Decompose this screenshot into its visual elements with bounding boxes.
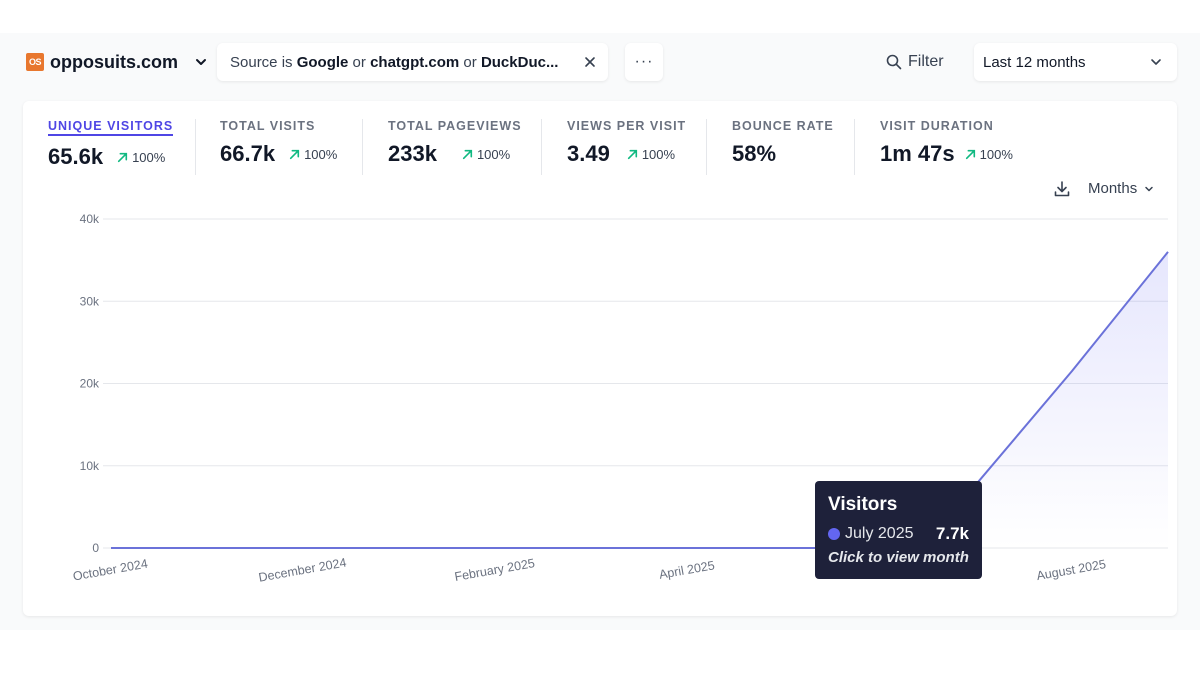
arrow-up-right-icon xyxy=(965,149,975,159)
period-picker[interactable]: Last 12 months xyxy=(974,43,1177,81)
metric-change: 100% xyxy=(964,147,1013,162)
interval-picker[interactable]: Months xyxy=(1088,180,1155,197)
metric-total-pageviews[interactable]: TOTAL PAGEVIEWS 233k 100% xyxy=(388,119,522,167)
metric-value: 3.49 xyxy=(567,141,610,166)
arrow-up-right-icon xyxy=(627,149,637,159)
series-dot-icon xyxy=(828,528,840,540)
metric-bounce-rate[interactable]: BOUNCE RATE 58% xyxy=(732,119,834,167)
more-options-button[interactable]: ··· xyxy=(625,43,663,81)
period-label: Last 12 months xyxy=(983,53,1086,71)
metric-value: 233k xyxy=(388,141,437,166)
metric-label: VISIT DURATION xyxy=(880,119,994,133)
data-point[interactable] xyxy=(1162,246,1174,258)
arrow-up-right-icon xyxy=(289,149,300,159)
chevron-down-icon xyxy=(1151,59,1161,65)
metric-visit-duration[interactable]: VISIT DURATION 1m 47s 100% xyxy=(880,119,1013,167)
metric-divider xyxy=(195,119,196,175)
visitors-chart[interactable]: 0 10k 20k 30k 40k October 2024 December 2024 Fe… xyxy=(23,101,1177,616)
arrow-up-right-icon xyxy=(462,149,473,159)
x-tick-label: December 2024 xyxy=(257,555,347,584)
x-tick-label: February 2025 xyxy=(453,556,536,584)
metric-unique-visitors[interactable]: UNIQUE VISITORS 65.6k 100% xyxy=(48,119,174,170)
download-icon[interactable] xyxy=(1053,180,1071,198)
site-logo: OS xyxy=(26,53,44,71)
data-point[interactable] xyxy=(393,542,405,554)
metric-label: VIEWS PER VISIT xyxy=(567,119,687,133)
metric-label: TOTAL PAGEVIEWS xyxy=(388,119,522,133)
chevron-down-icon xyxy=(1145,186,1153,191)
site-switcher[interactable]: OS opposuits.com xyxy=(26,50,208,74)
y-tick-label: 30k xyxy=(80,294,100,308)
tooltip-title: Visitors xyxy=(828,494,898,515)
series-line xyxy=(111,251,1169,549)
y-tick-label: 0 xyxy=(92,541,99,555)
data-point[interactable] xyxy=(682,542,694,554)
metric-change: 100% xyxy=(116,150,165,165)
metric-divider xyxy=(706,119,707,175)
chevron-down-icon xyxy=(196,59,207,65)
series-area xyxy=(111,251,1168,548)
tooltip-value: 7.7k xyxy=(935,524,969,543)
data-point[interactable] xyxy=(201,542,213,554)
x-tick-label: October 2024 xyxy=(72,557,149,584)
metric-views-per-visit[interactable]: VIEWS PER VISIT 3.49 100% xyxy=(567,119,686,167)
close-icon[interactable] xyxy=(584,56,596,68)
filter-button-label: Filter xyxy=(908,53,944,70)
metric-change: 100% xyxy=(626,147,675,162)
data-point[interactable] xyxy=(489,542,501,554)
metric-change: 100% xyxy=(461,147,510,162)
data-point[interactable] xyxy=(105,542,117,554)
y-tick-label: 20k xyxy=(80,377,100,391)
data-point[interactable] xyxy=(297,542,309,554)
metric-divider xyxy=(362,119,363,175)
metric-label: BOUNCE RATE xyxy=(732,119,834,133)
metric-value: 1m 47s xyxy=(880,141,955,166)
filter-text: Source is Google or chatgpt.com or DuckD… xyxy=(230,53,559,71)
y-tick-label: 10k xyxy=(80,459,100,473)
data-point[interactable] xyxy=(585,542,597,554)
metric-divider xyxy=(854,119,855,175)
metric-change: 100% xyxy=(288,147,337,162)
metric-label: UNIQUE VISITORS xyxy=(48,119,174,136)
chart-tooltip[interactable]: Visitors July 2025 7.7k Click to view mo… xyxy=(815,481,982,579)
metric-total-visits[interactable]: TOTAL VISITS 66.7k 100% xyxy=(220,119,337,167)
metric-value: 58% xyxy=(732,141,777,166)
data-point[interactable] xyxy=(1066,365,1078,377)
y-tick-label: 40k xyxy=(80,212,100,226)
metric-value: 66.7k xyxy=(220,141,276,166)
tooltip-hint: Click to view month xyxy=(828,549,969,566)
search-icon xyxy=(886,54,902,70)
tooltip-month: July 2025 xyxy=(845,525,914,542)
x-tick-label: April 2025 xyxy=(658,558,716,582)
x-tick-label: August 2025 xyxy=(1035,557,1107,583)
metric-divider xyxy=(541,119,542,175)
filter-button[interactable]: Filter xyxy=(886,50,944,74)
graph-card: UNIQUE VISITORS 65.6k 100% TOTAL VISITS 6… xyxy=(23,101,1177,616)
metric-value: 65.6k xyxy=(48,144,104,169)
arrow-up-right-icon xyxy=(117,152,128,162)
data-point[interactable] xyxy=(778,542,790,554)
filter-pill[interactable]: Source is Google or chatgpt.com or DuckD… xyxy=(217,43,608,81)
metric-label: TOTAL VISITS xyxy=(220,119,316,133)
interval-label: Months xyxy=(1088,180,1138,197)
site-name: opposuits.com xyxy=(50,51,179,72)
